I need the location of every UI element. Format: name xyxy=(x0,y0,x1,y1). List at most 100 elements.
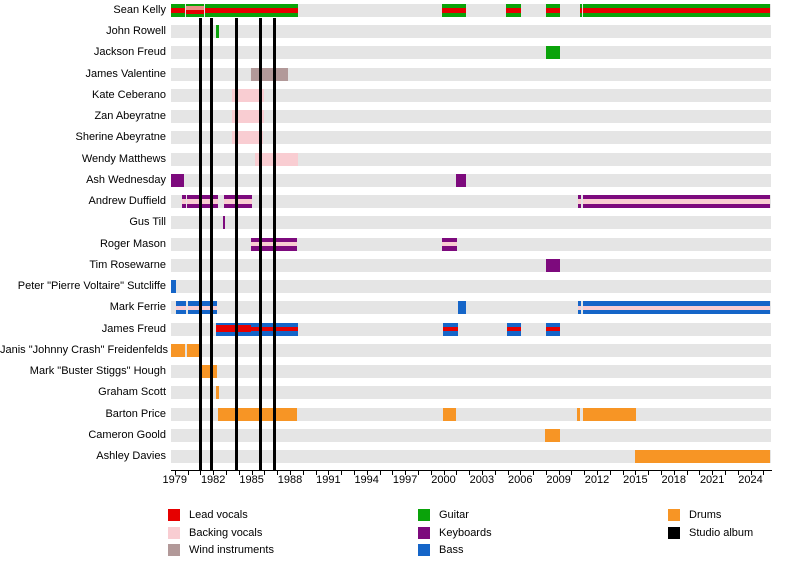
bar-stripe-drums xyxy=(443,407,456,421)
bar-stripe-lead xyxy=(441,8,467,13)
bar-stripe-bass xyxy=(545,322,560,327)
bar-stripe-bass xyxy=(506,322,521,327)
row-track xyxy=(171,216,771,230)
timeline-bar-segment xyxy=(218,407,298,421)
x-axis-tick xyxy=(328,471,330,475)
legend-color-swatch-lead xyxy=(168,509,180,521)
bar-stripe-keys xyxy=(186,195,218,200)
timeline-bar-segment xyxy=(187,301,218,315)
row-track xyxy=(171,131,771,145)
x-axis-tick xyxy=(341,471,343,475)
row-track xyxy=(171,258,771,272)
bar-stripe-lead xyxy=(506,326,521,332)
bar-stripe-bass xyxy=(187,301,218,306)
x-axis-tick xyxy=(597,471,598,475)
timeline-bar-segment xyxy=(578,195,582,209)
bar-stripe-guitar xyxy=(545,46,560,60)
bar-stripe-lead xyxy=(545,8,561,13)
x-axis-tick xyxy=(661,471,662,475)
bar-stripe-bass xyxy=(175,301,187,306)
bar-stripe-drums xyxy=(634,450,771,464)
bar-stripe-bass xyxy=(215,332,251,336)
x-axis-tick xyxy=(187,471,189,475)
member-label: John Rowell xyxy=(106,25,166,38)
member-label: Sherine Abeyratne xyxy=(75,131,166,144)
x-axis-year-label: 2024 xyxy=(738,474,763,486)
bar-stripe-drums xyxy=(170,343,186,357)
bar-stripe-keys xyxy=(441,246,457,251)
studio-album-line xyxy=(234,18,238,470)
bar-stripe-keys xyxy=(170,173,185,187)
timeline-bar-segment xyxy=(224,195,253,209)
x-axis-year-label: 1982 xyxy=(200,474,226,486)
row-track xyxy=(171,173,771,187)
x-axis-tick xyxy=(763,471,765,475)
timeline-bar-segment xyxy=(170,173,185,187)
timeline-bar-segment xyxy=(545,4,561,17)
bar-stripe-bass xyxy=(545,331,560,336)
bar-stripe-lead xyxy=(545,326,560,332)
timeline-bar-segment xyxy=(215,25,220,39)
x-axis-tick xyxy=(238,471,240,475)
x-axis-tick xyxy=(481,471,483,475)
bar-stripe-lead xyxy=(582,8,771,13)
row-track xyxy=(171,428,771,442)
bar-stripe-guitar xyxy=(186,14,205,17)
bar-stripe-guitar xyxy=(205,4,298,9)
x-axis-tick xyxy=(430,471,432,475)
x-axis-tick xyxy=(379,471,381,475)
legend-label: Guitar xyxy=(439,509,469,521)
x-axis-tick xyxy=(750,471,752,475)
member-label: Mark Ferrie xyxy=(109,301,166,314)
x-axis-tick xyxy=(353,471,355,475)
x-axis-year-label: 2009 xyxy=(546,474,571,486)
member-label: Andrew Duffield xyxy=(88,195,166,208)
x-axis-tick xyxy=(277,471,279,475)
timeline-bar-segment xyxy=(443,322,458,336)
bar-stripe-drums xyxy=(187,343,203,357)
legend-label: Wind instruments xyxy=(189,544,274,557)
x-axis-year-label: 2021 xyxy=(699,474,725,486)
legend-color-swatch-drums xyxy=(668,509,680,521)
timeline-bar-segment xyxy=(231,110,265,124)
timeline-bar-segment xyxy=(170,343,186,357)
bar-stripe-keys xyxy=(222,216,226,230)
x-axis-tick xyxy=(494,471,496,475)
bar-stripe-keys xyxy=(186,204,218,209)
member-label: Graham Scott xyxy=(98,386,166,399)
row-track xyxy=(171,46,771,60)
bar-stripe-keys xyxy=(181,195,186,200)
bar-stripe-drums xyxy=(215,386,220,400)
legend-label: Drums xyxy=(689,509,722,521)
x-axis-tick xyxy=(699,471,701,475)
bar-stripe-bass xyxy=(578,301,582,306)
member-label: Ashley Davies xyxy=(96,450,166,463)
member-label: Tim Rosewarne xyxy=(89,258,166,271)
bar-stripe-guitar xyxy=(505,4,522,9)
x-axis-tick xyxy=(724,471,726,475)
legend-color-swatch-wind xyxy=(168,544,180,557)
member-label: Sean Kelly xyxy=(113,4,166,16)
bar-stripe-backing xyxy=(175,305,187,311)
bar-stripe-guitar xyxy=(171,4,186,9)
member-label: Mark "Buster Stiggs" Hough xyxy=(29,365,166,378)
row-track xyxy=(171,25,771,39)
x-axis-year-label: 1991 xyxy=(316,474,341,486)
bar-stripe-guitar xyxy=(171,12,186,17)
bar-stripe-backing xyxy=(578,199,582,204)
member-label: Gus Till xyxy=(129,216,166,229)
bar-stripe-keys xyxy=(224,195,253,200)
bar-stripe-lead xyxy=(215,324,251,333)
bar-stripe-backing xyxy=(441,241,457,247)
bar-stripe-bass xyxy=(443,322,458,327)
bar-stripe-lead xyxy=(443,326,458,332)
timeline-bar-segment xyxy=(186,4,205,17)
bar-stripe-guitar xyxy=(545,4,561,9)
x-axis-tick xyxy=(571,471,573,475)
timeline-bar-segment xyxy=(544,428,560,442)
x-axis-year-label: 2015 xyxy=(623,474,648,486)
timeline-bar-segment xyxy=(579,4,582,17)
timeline-bar-segment xyxy=(231,131,264,145)
legend-color-swatch-guitar xyxy=(418,509,430,521)
x-axis-year-label: 1997 xyxy=(392,474,418,486)
